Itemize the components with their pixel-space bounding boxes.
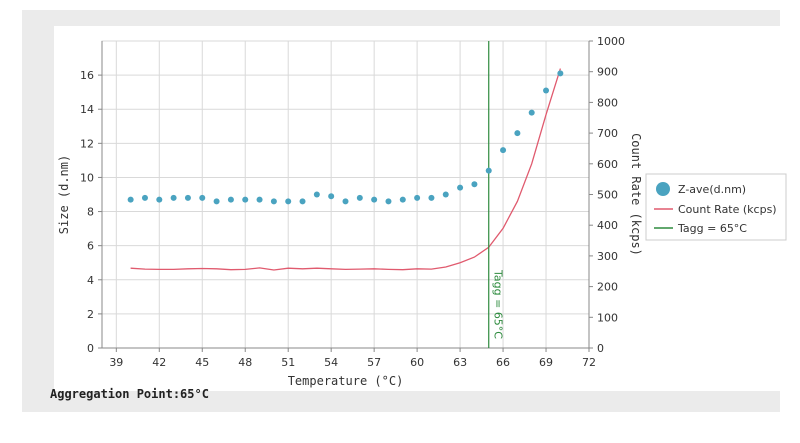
y2-tick-label: 200 bbox=[597, 281, 618, 294]
z-ave-point bbox=[184, 194, 191, 201]
y-tick-label: 16 bbox=[80, 69, 94, 82]
z-ave-point bbox=[285, 198, 292, 205]
z-ave-point bbox=[471, 181, 478, 188]
z-ave-point bbox=[270, 198, 277, 205]
x-tick-label: 48 bbox=[238, 356, 252, 369]
y-tick-label: 14 bbox=[80, 103, 94, 116]
chart-card: 39 42 45 48 51 54 57 60 63 66 69 72 0 2 4 6 8 10 12 14 16 0 10… bbox=[54, 26, 791, 391]
y-tick-label: 12 bbox=[80, 137, 94, 150]
z-ave-point bbox=[557, 70, 564, 77]
z-ave-point bbox=[356, 194, 363, 201]
legend-box bbox=[645, 173, 787, 241]
z-ave-point bbox=[342, 198, 349, 205]
z-ave-point bbox=[242, 196, 249, 203]
y2-tick-label: 0 bbox=[597, 342, 604, 355]
y-tick-label: 8 bbox=[87, 206, 94, 219]
z-ave-point bbox=[528, 109, 535, 116]
x-tick-label: 66 bbox=[496, 356, 510, 369]
z-ave-point bbox=[399, 196, 406, 203]
y2-tick-label: 900 bbox=[597, 66, 618, 79]
y-tick-label: 0 bbox=[87, 342, 94, 355]
x-tick-label: 51 bbox=[281, 356, 295, 369]
z-ave-point bbox=[141, 194, 148, 201]
x-tick-label: 54 bbox=[324, 356, 338, 369]
y2-axis-label: Count Rate (kcps) bbox=[629, 133, 643, 256]
y-tick-label: 4 bbox=[87, 274, 94, 287]
y-tick-label: 10 bbox=[80, 171, 94, 184]
z-ave-point bbox=[199, 194, 206, 201]
legend-label-tagg: Tagg = 65°C bbox=[677, 222, 747, 235]
y2-tick-label: 500 bbox=[597, 189, 618, 202]
chart-svg: 39 42 45 48 51 54 57 60 63 66 69 720246810121416010… bbox=[57, 35, 787, 388]
z-ave-point bbox=[213, 198, 220, 205]
y-tick-label: 6 bbox=[87, 240, 94, 253]
x-tick-label: 60 bbox=[410, 356, 424, 369]
aggregation-point-label: Aggregation Point:65°C bbox=[50, 387, 209, 401]
legend-label-z-ave: Z-ave(d.nm) bbox=[678, 183, 746, 196]
plot-area bbox=[101, 40, 590, 349]
z-ave-point bbox=[371, 196, 378, 203]
z-ave-point bbox=[127, 196, 134, 203]
z-ave-point bbox=[428, 194, 435, 201]
x-tick-label: 57 bbox=[367, 356, 381, 369]
z-ave-point bbox=[385, 198, 392, 205]
y2-tick-label: 300 bbox=[597, 250, 618, 263]
z-ave-point bbox=[299, 198, 306, 205]
z-ave-point bbox=[156, 196, 163, 203]
y2-tick-label: 700 bbox=[597, 127, 618, 140]
y2-tick-label: 800 bbox=[597, 96, 618, 109]
z-ave-point bbox=[256, 196, 263, 203]
tagg-annotation: Tagg = 65°C bbox=[492, 269, 505, 339]
y-tick-label: 2 bbox=[87, 308, 94, 321]
z-ave-point bbox=[328, 193, 335, 200]
z-ave-point bbox=[457, 184, 464, 191]
y2-tick-label: 100 bbox=[597, 311, 618, 324]
z-ave-point bbox=[414, 194, 421, 201]
x-tick-label: 69 bbox=[539, 356, 553, 369]
legend-marker-z-ave bbox=[656, 182, 670, 196]
z-ave-point bbox=[170, 194, 177, 201]
y-axis-label: Size (d.nm) bbox=[57, 155, 71, 234]
x-tick-label: 39 bbox=[109, 356, 123, 369]
chart-frame: 39 42 45 48 51 54 57 60 63 66 69 72 0 2 4 6 8 10 12 14 16 0 10… bbox=[22, 10, 791, 412]
x-tick-label: 45 bbox=[195, 356, 209, 369]
y2-tick-label: 400 bbox=[597, 219, 618, 232]
z-ave-point bbox=[442, 191, 449, 198]
x-tick-label: 72 bbox=[582, 356, 596, 369]
x-axis-label: Temperature (°C) bbox=[288, 374, 404, 388]
z-ave-point bbox=[313, 191, 320, 198]
z-ave-point bbox=[514, 130, 521, 137]
z-ave-point bbox=[227, 196, 234, 203]
x-tick-label: 42 bbox=[152, 356, 166, 369]
x-tick-label: 63 bbox=[453, 356, 467, 369]
legend-label-count-rate: Count Rate (kcps) bbox=[678, 203, 777, 216]
y2-tick-label: 1000 bbox=[597, 35, 625, 48]
z-ave-point bbox=[543, 87, 550, 94]
z-ave-point bbox=[500, 147, 507, 154]
count-rate-line bbox=[130, 68, 562, 271]
z-ave-point bbox=[485, 167, 492, 174]
y2-tick-label: 600 bbox=[597, 158, 618, 171]
